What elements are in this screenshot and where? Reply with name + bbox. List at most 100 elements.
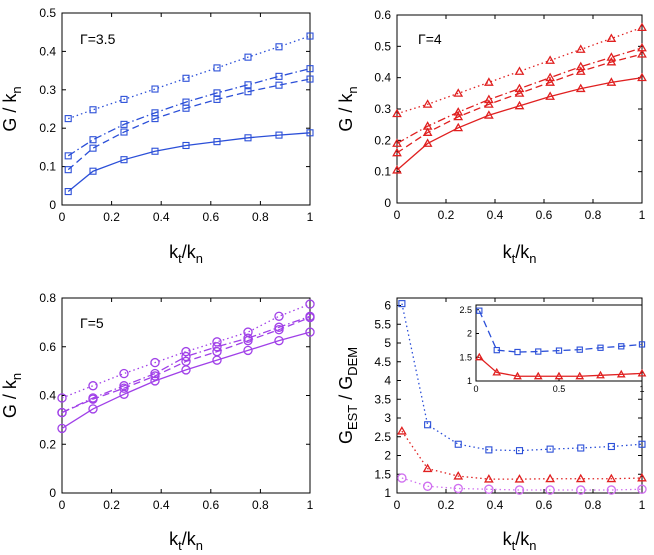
y-tick-label: 0 <box>384 196 391 210</box>
data-point-red <box>484 474 494 483</box>
x-tick-label: 0.8 <box>252 210 269 224</box>
data-point-dashdot <box>306 65 314 73</box>
panel-4: 0 0.2 0.4 0.6 0.8 1 1 1.5 2 2.5 3 3.5 4 4.5 5 5.5 6 kt​/k… <box>336 297 647 553</box>
inset-data-point-red <box>533 371 543 380</box>
data-point-violet <box>484 484 494 494</box>
data-point-red <box>453 471 464 480</box>
data-point-dashed <box>306 75 314 83</box>
data-point-dashdot <box>181 351 191 362</box>
data-point-dashed <box>182 104 190 112</box>
data-point-dotted <box>484 77 494 86</box>
data-point-solid <box>88 404 98 414</box>
data-point-dashed <box>637 49 647 58</box>
data-point-solid <box>244 134 252 142</box>
data-point-dashed <box>64 166 72 174</box>
y-tick-label: 0.2 <box>374 133 391 147</box>
inset-x-tick-label: 1 <box>639 384 644 394</box>
x-tick-label: 1 <box>307 210 314 224</box>
data-point-violet <box>606 485 617 495</box>
data-point-dashed <box>514 88 525 97</box>
data-point-red <box>637 472 647 482</box>
y-tick-label: 5 <box>384 336 391 350</box>
inset-y-tick-label: 2.5 <box>459 305 472 315</box>
y-axis-label: G / kn​ <box>0 86 24 131</box>
data-point-blue <box>454 440 462 448</box>
data-point-solid <box>119 389 129 399</box>
data-point-solid <box>453 122 464 132</box>
x-tick-label: 0.8 <box>252 498 269 512</box>
data-point-dotted <box>57 393 67 403</box>
panel-3: 0 0.2 0.4 0.6 0.8 1 0 0.2 0.4 0.6 0.8 kt​/kn​ G / kn… <box>0 291 315 553</box>
data-point-red <box>545 473 555 483</box>
x-tick-label: 0 <box>59 210 66 224</box>
data-point-solid <box>275 131 283 139</box>
data-point-dashdot <box>89 136 97 144</box>
data-point-dashed <box>274 324 284 335</box>
data-point-dotted <box>514 66 525 75</box>
x-tick-label: 0.6 <box>202 210 219 224</box>
inset-x-tick-label: 0.5 <box>553 384 566 394</box>
data-point-dashed <box>484 99 494 108</box>
x-tick-label: 1 <box>307 498 314 512</box>
data-point-solid <box>484 110 494 119</box>
x-axis-label: kt​/kn​ <box>169 242 203 266</box>
data-point-solid <box>514 100 525 110</box>
data-point-solid <box>64 188 72 196</box>
x-tick-label: 0 <box>59 498 66 512</box>
inset-frame <box>475 304 643 382</box>
inset-data-point-red <box>513 371 522 380</box>
data-point-violet <box>576 485 586 495</box>
data-point-dashed <box>243 335 253 346</box>
data-point-blue <box>398 300 406 308</box>
y-tick-label: 0.4 <box>39 389 56 403</box>
y-tick-label: 5.5 <box>374 317 391 331</box>
data-point-dashed <box>545 77 555 86</box>
data-point-blue <box>424 421 432 429</box>
y-tick-label: 0.6 <box>374 8 391 22</box>
data-point-dashed <box>422 127 433 136</box>
data-point-dotted <box>181 346 191 357</box>
data-point-solid <box>305 327 315 337</box>
series-line-solid <box>67 132 311 193</box>
data-point-solid <box>637 72 647 82</box>
series-line-dashdot <box>396 47 643 145</box>
data-point-solid <box>306 129 314 137</box>
data-point-dashdot <box>392 138 402 147</box>
inset-data-point-red <box>575 371 585 380</box>
panel-gamma-label: Γ=4 <box>418 31 442 47</box>
data-point-violet <box>453 483 463 494</box>
data-point-dashed <box>606 56 617 66</box>
data-point-dashed <box>305 312 315 323</box>
data-point-dotted <box>244 53 252 61</box>
inset: 0 0.5 1 1 1.5 2 2.5 <box>459 304 647 394</box>
y-tick-label: 0.4 <box>374 71 391 85</box>
inset-data-point-blue <box>535 348 542 355</box>
series-line-solid <box>396 77 643 171</box>
data-point-dashed <box>453 111 464 121</box>
data-point-dashed <box>119 383 129 393</box>
data-point-blue <box>577 444 585 452</box>
series-line-dashed <box>67 78 311 171</box>
y-tick-label: 6 <box>384 299 391 313</box>
y-tick-label: 3 <box>384 411 391 425</box>
data-point-blue <box>515 447 524 455</box>
y-tick-label: 0.8 <box>39 291 56 305</box>
x-tick-label: 0.6 <box>536 498 553 512</box>
series-line-dotted <box>61 303 311 399</box>
data-point-dashdot <box>120 120 128 128</box>
y-tick-label: 2 <box>384 449 391 463</box>
x-axis-label: kt​/kn​ <box>169 529 203 553</box>
inset-data-point-red <box>474 352 484 361</box>
x-tick-label: 0.6 <box>536 208 553 222</box>
data-point-red <box>422 463 433 473</box>
data-point-solid <box>89 167 97 175</box>
data-point-violet <box>422 481 433 491</box>
x-tick-label: 0.6 <box>202 498 219 512</box>
x-tick-label: 0.4 <box>153 498 170 512</box>
data-point-solid <box>150 376 160 386</box>
data-point-dotted <box>392 108 402 118</box>
x-tick-label: 0.4 <box>487 498 504 512</box>
x-tick-label: 0.4 <box>153 210 170 224</box>
series-line-dashdot <box>61 315 311 414</box>
